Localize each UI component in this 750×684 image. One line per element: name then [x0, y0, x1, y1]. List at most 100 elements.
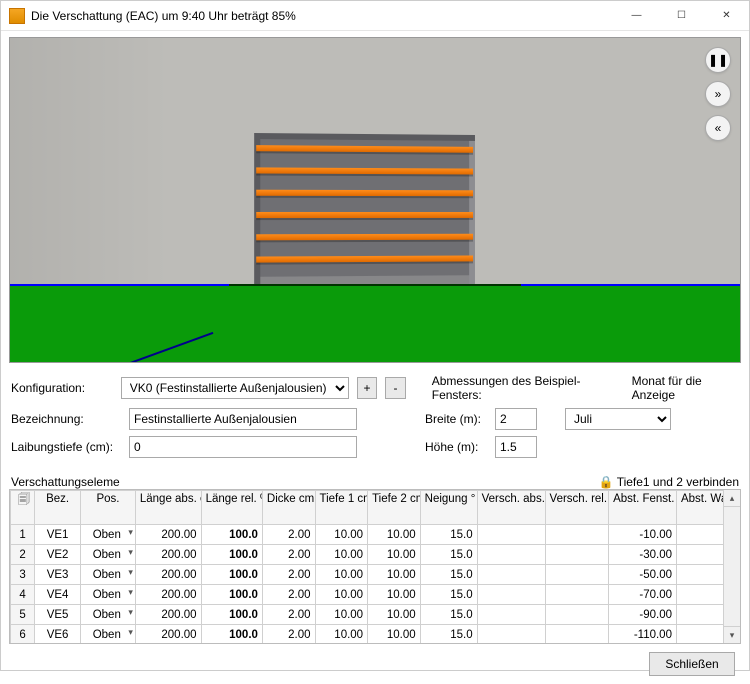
scroll-up-icon[interactable]: ▴: [724, 490, 740, 507]
cell-di[interactable]: 2.00: [262, 545, 315, 565]
month-select[interactable]: Juli: [565, 408, 671, 430]
cell-t1[interactable]: 10.00: [315, 625, 368, 645]
col-t1[interactable]: Tiefe 1 cm: [315, 491, 368, 525]
cell-va[interactable]: [477, 585, 545, 605]
config-select[interactable]: VK0 (Festinstallierte Außenjalousien): [121, 377, 349, 399]
close-button[interactable]: ✕: [704, 1, 749, 31]
table-scrollbar[interactable]: ▴ ▾: [723, 490, 740, 643]
cell-af[interactable]: -90.00: [609, 605, 677, 625]
cell-la[interactable]: 200.00: [135, 585, 201, 605]
col-bez[interactable]: Bez.: [35, 491, 81, 525]
cell-pos[interactable]: Oben: [81, 605, 136, 625]
height-input[interactable]: [495, 436, 537, 458]
cell-lr[interactable]: 100.0: [201, 545, 262, 565]
col-lr[interactable]: Länge rel. %: [201, 491, 262, 525]
cell-la[interactable]: 200.00: [135, 565, 201, 585]
maximize-button[interactable]: ☐: [659, 1, 704, 31]
cell-ne[interactable]: 15.0: [420, 605, 477, 625]
cell-ne[interactable]: 15.0: [420, 525, 477, 545]
cell-ne[interactable]: 15.0: [420, 585, 477, 605]
col-la[interactable]: Länge abs. cm: [135, 491, 201, 525]
cell-af[interactable]: -70.00: [609, 585, 677, 605]
table-row[interactable]: 3VE3Oben200.00100.02.0010.0010.0015.0-50…: [11, 565, 742, 585]
cell-t1[interactable]: 10.00: [315, 545, 368, 565]
cell-lr[interactable]: 100.0: [201, 525, 262, 545]
cell-bez[interactable]: VE2: [35, 545, 81, 565]
cell-va[interactable]: [477, 525, 545, 545]
back-button[interactable]: «: [705, 115, 731, 141]
cell-bez[interactable]: VE1: [35, 525, 81, 545]
col-af[interactable]: Abst. Fenst. cm: [609, 491, 677, 525]
cell-ne[interactable]: 15.0: [420, 565, 477, 585]
col-ne[interactable]: Neigung °: [420, 491, 477, 525]
pause-button[interactable]: ❚❚: [705, 47, 731, 73]
cell-bez[interactable]: VE4: [35, 585, 81, 605]
cell-la[interactable]: 200.00: [135, 525, 201, 545]
cell-va[interactable]: [477, 605, 545, 625]
3d-viewport[interactable]: [9, 37, 741, 363]
cell-di[interactable]: 2.00: [262, 605, 315, 625]
width-input[interactable]: [495, 408, 537, 430]
corner-cell[interactable]: 🗐: [11, 491, 35, 525]
cell-vr[interactable]: [545, 625, 609, 645]
cell-t2[interactable]: 10.00: [368, 525, 421, 545]
cell-t2[interactable]: 10.00: [368, 585, 421, 605]
cell-vr[interactable]: [545, 605, 609, 625]
cell-ne[interactable]: 15.0: [420, 545, 477, 565]
cell-pos[interactable]: Oben: [81, 545, 136, 565]
bez-input[interactable]: [129, 408, 357, 430]
cell-vr[interactable]: [545, 585, 609, 605]
col-t2[interactable]: Tiefe 2 cm: [368, 491, 421, 525]
table-row[interactable]: 4VE4Oben200.00100.02.0010.0010.0015.0-70…: [11, 585, 742, 605]
cell-pos[interactable]: Oben: [81, 565, 136, 585]
link-depths[interactable]: 🔒 Tiefe1 und 2 verbinden: [599, 475, 739, 489]
cell-t1[interactable]: 10.00: [315, 525, 368, 545]
cell-t2[interactable]: 10.00: [368, 625, 421, 645]
col-va[interactable]: Versch. abs. cm: [477, 491, 545, 525]
cell-di[interactable]: 2.00: [262, 625, 315, 645]
cell-lr[interactable]: 100.0: [201, 565, 262, 585]
cell-t2[interactable]: 10.00: [368, 545, 421, 565]
cell-af[interactable]: -110.00: [609, 625, 677, 645]
cell-t1[interactable]: 10.00: [315, 585, 368, 605]
cell-vr[interactable]: [545, 545, 609, 565]
cell-t2[interactable]: 10.00: [368, 605, 421, 625]
cell-t1[interactable]: 10.00: [315, 605, 368, 625]
minimize-button[interactable]: —: [614, 1, 659, 31]
cell-lr[interactable]: 100.0: [201, 605, 262, 625]
cell-bez[interactable]: VE6: [35, 625, 81, 645]
add-config-button[interactable]: +: [357, 377, 378, 399]
cell-bez[interactable]: VE3: [35, 565, 81, 585]
cell-pos[interactable]: Oben: [81, 585, 136, 605]
cell-vr[interactable]: [545, 525, 609, 545]
col-vr[interactable]: Versch. rel. %: [545, 491, 609, 525]
cell-va[interactable]: [477, 565, 545, 585]
close-dialog-button[interactable]: Schließen: [649, 652, 735, 676]
scroll-down-icon[interactable]: ▾: [724, 626, 740, 643]
cell-vr[interactable]: [545, 565, 609, 585]
cell-di[interactable]: 2.00: [262, 525, 315, 545]
table-row[interactable]: 1VE1Oben200.00100.02.0010.0010.0015.0-10…: [11, 525, 742, 545]
table-row[interactable]: 5VE5Oben200.00100.02.0010.0010.0015.0-90…: [11, 605, 742, 625]
cell-pos[interactable]: Oben: [81, 525, 136, 545]
forward-button[interactable]: »: [705, 81, 731, 107]
cell-ne[interactable]: 15.0: [420, 625, 477, 645]
cell-pos[interactable]: Oben: [81, 625, 136, 645]
cell-va[interactable]: [477, 625, 545, 645]
cell-af[interactable]: -30.00: [609, 545, 677, 565]
cell-di[interactable]: 2.00: [262, 565, 315, 585]
cell-t1[interactable]: 10.00: [315, 565, 368, 585]
cell-va[interactable]: [477, 545, 545, 565]
cell-bez[interactable]: VE5: [35, 605, 81, 625]
cell-la[interactable]: 200.00: [135, 545, 201, 565]
cell-la[interactable]: 200.00: [135, 625, 201, 645]
remove-config-button[interactable]: -: [385, 377, 406, 399]
cell-la[interactable]: 200.00: [135, 605, 201, 625]
table-row[interactable]: 6VE6Oben200.00100.02.0010.0010.0015.0-11…: [11, 625, 742, 645]
table-row[interactable]: 2VE2Oben200.00100.02.0010.0010.0015.0-30…: [11, 545, 742, 565]
col-pos[interactable]: Pos.: [81, 491, 136, 525]
cell-lr[interactable]: 100.0: [201, 585, 262, 605]
cell-di[interactable]: 2.00: [262, 585, 315, 605]
cell-lr[interactable]: 100.0: [201, 625, 262, 645]
elements-table[interactable]: 🗐 Bez. Pos. Länge abs. cm Länge rel. % D…: [9, 489, 741, 644]
